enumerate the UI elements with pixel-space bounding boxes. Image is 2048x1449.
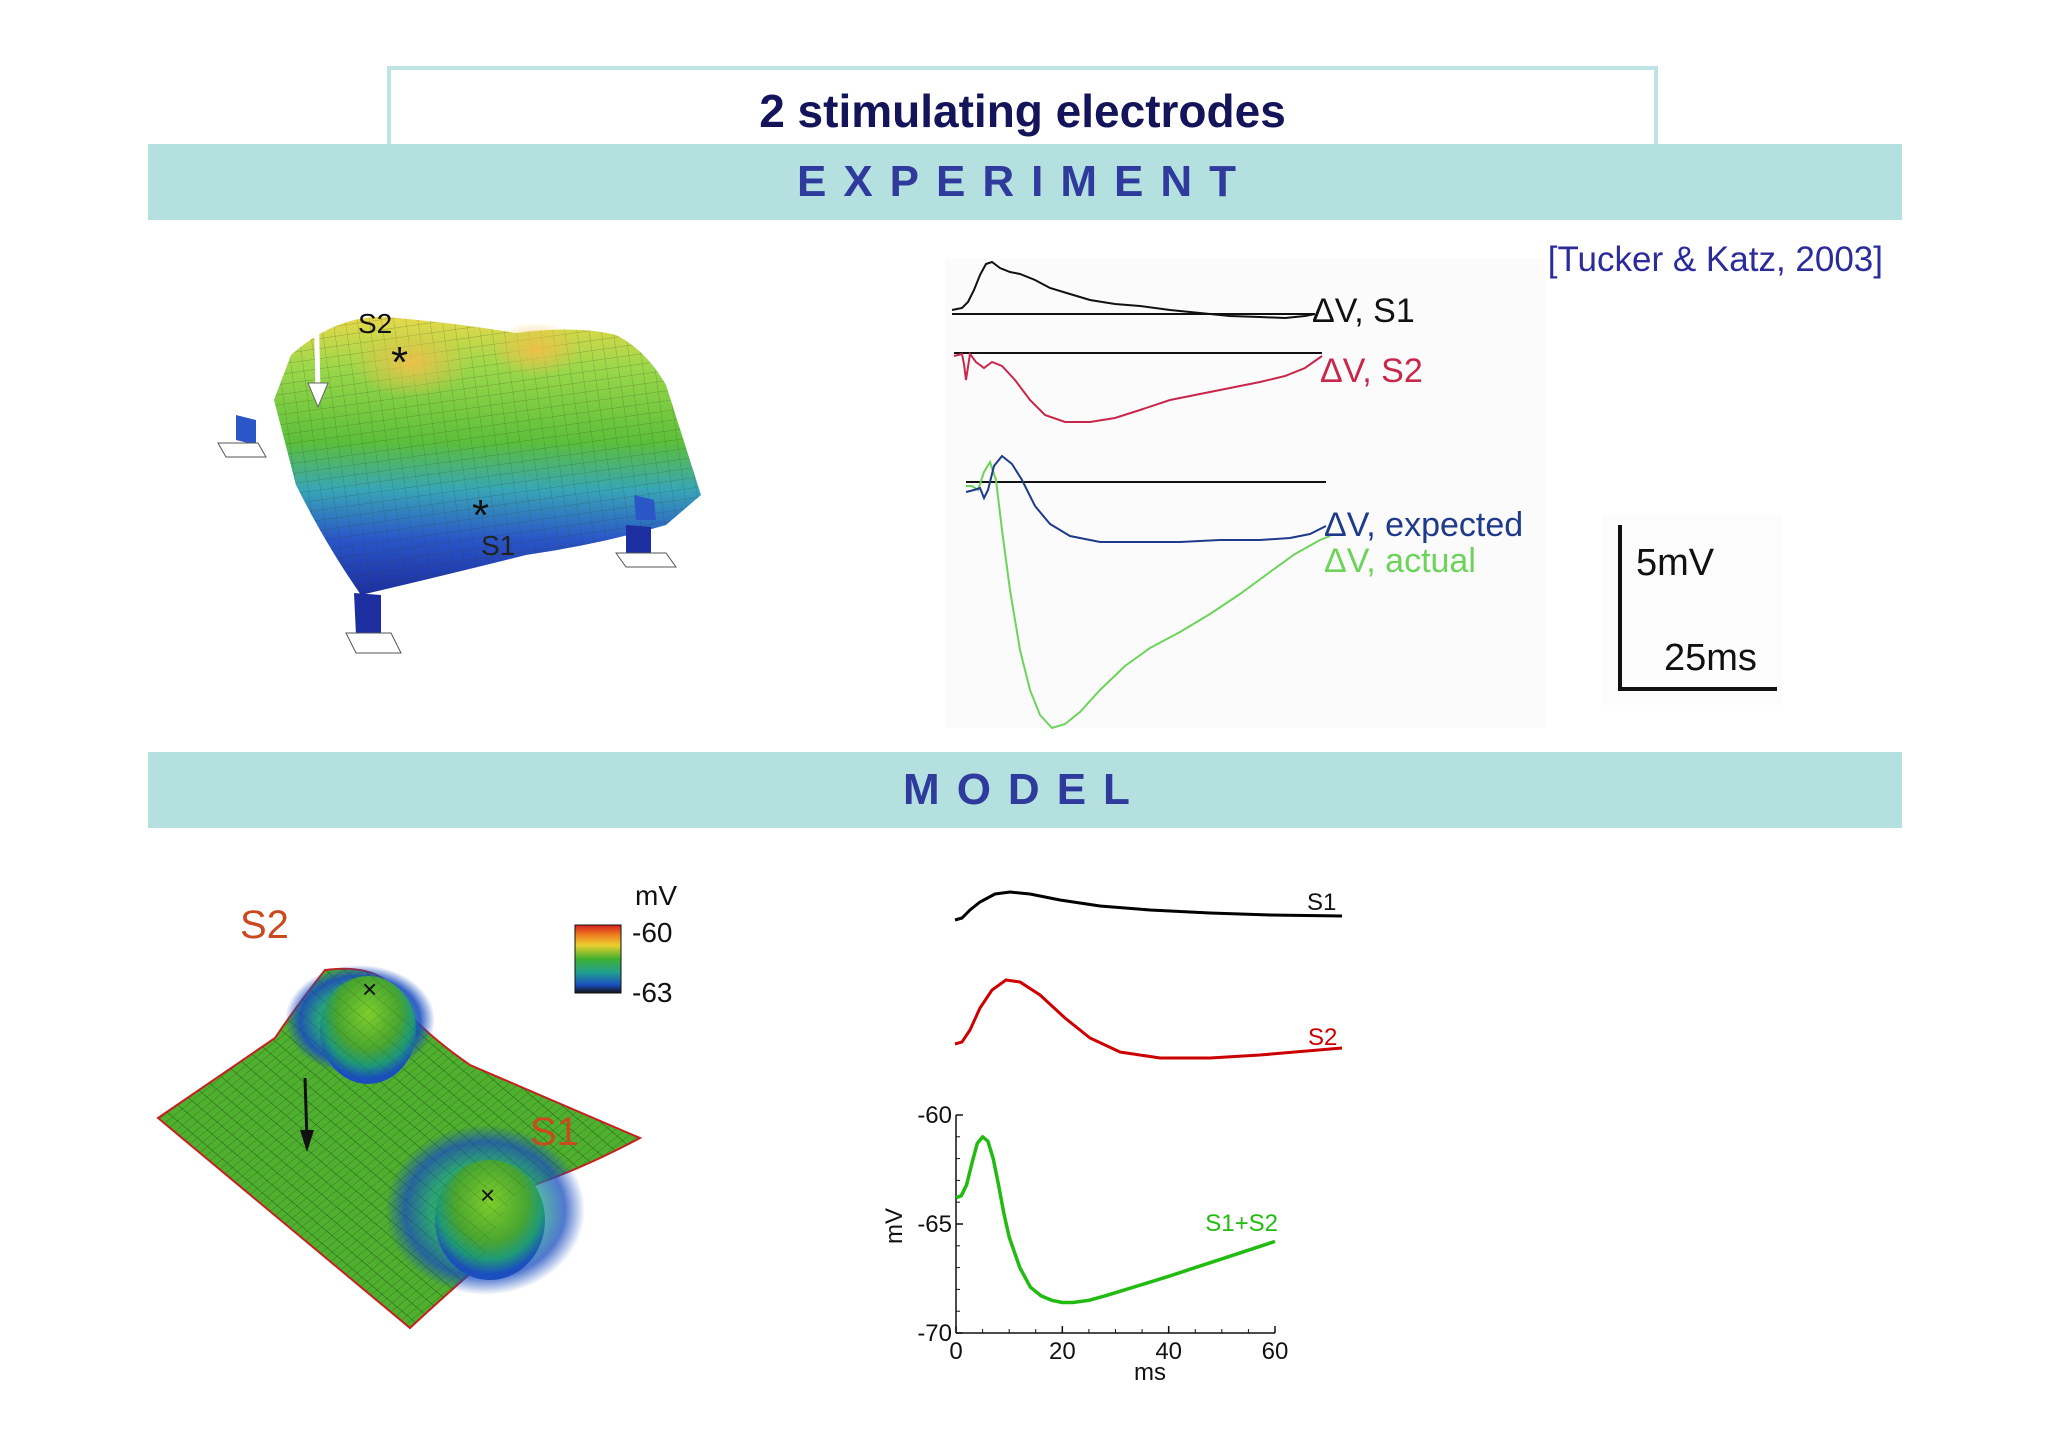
colorbar-max: -60 (632, 917, 672, 948)
y-tick-label: -70 (917, 1320, 952, 1347)
model-s1-trace-label: S1 (1307, 889, 1336, 916)
colorbar: mV -60 -63 (574, 880, 677, 1008)
experiment-surface-plot: S2 * * S1 (217, 294, 701, 654)
model-chart: mV ms S1+S2 0 20 40 60 -60 -65 -70 (881, 1102, 1289, 1386)
experiment-traces: ΔV, S1 ΔV, S2 ΔV, expected ΔV, actual (945, 258, 1545, 730)
x-axis-label: ms (1134, 1359, 1166, 1386)
exp-s2-label: S2 (358, 308, 392, 339)
scale-time: 25ms (1664, 637, 1757, 679)
model-s2-trace-label: S2 (1308, 1024, 1337, 1051)
experiment-band: EXPERIMENT (148, 144, 1902, 220)
y-axis-label: mV (881, 1208, 908, 1244)
y-tick-label: -65 (917, 1211, 952, 1238)
model-s1-marker: × (480, 1180, 495, 1210)
exp-trace-s1-label: ΔV, S1 (1312, 292, 1415, 330)
x-tick-label: 60 (1262, 1338, 1289, 1365)
exp-s1-star: * (472, 491, 489, 540)
model-s2-marker: × (362, 974, 377, 1004)
x-tick-label: 0 (949, 1338, 962, 1365)
citation: [Tucker & Katz, 2003] (1547, 240, 1883, 279)
series-line-0 (955, 1135, 1276, 1305)
model-s2-label: S2 (240, 903, 289, 947)
model-surface-plot: × × S2 S1 (156, 903, 643, 1330)
title-box: 2 stimulating electrodes (387, 66, 1658, 146)
slide-title: 2 stimulating electrodes (759, 85, 1286, 137)
model-band: MODEL (148, 752, 1902, 828)
model-s1-label: S1 (530, 1110, 579, 1154)
exp-s1-label: S1 (481, 530, 515, 561)
scale-voltage: 5mV (1636, 542, 1715, 584)
x-tick-label: 20 (1049, 1338, 1076, 1365)
exp-trace-expected-label: ΔV, expected (1324, 506, 1523, 544)
exp-trace-actual-label: ΔV, actual (1324, 542, 1476, 580)
exp-trace-s2-label: ΔV, S2 (1320, 352, 1423, 390)
scale-bar: 5mV 25ms (1602, 515, 1782, 705)
y-tick-label: -60 (917, 1102, 952, 1129)
exp-s2-star: * (391, 338, 408, 387)
x-tick-label: 40 (1155, 1338, 1182, 1365)
colorbar-unit: mV (635, 880, 677, 911)
colorbar-min: -63 (632, 977, 672, 1008)
series-label: S1+S2 (1205, 1210, 1278, 1237)
model-traces: S1 S2 (954, 889, 1343, 1060)
